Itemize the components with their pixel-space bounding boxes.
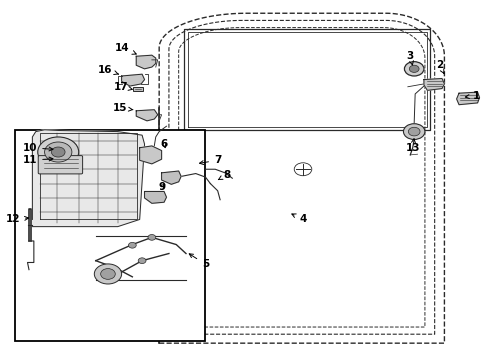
Circle shape	[138, 258, 146, 264]
Text: 4: 4	[291, 214, 306, 224]
Polygon shape	[456, 92, 479, 105]
Polygon shape	[136, 55, 156, 69]
Text: 1: 1	[465, 91, 479, 101]
Text: 9: 9	[158, 182, 165, 192]
Text: 14: 14	[115, 43, 136, 54]
Text: 11: 11	[22, 155, 53, 165]
Circle shape	[101, 269, 115, 279]
Circle shape	[148, 234, 156, 240]
Text: 13: 13	[405, 139, 419, 153]
Polygon shape	[423, 78, 444, 90]
Polygon shape	[161, 171, 181, 184]
Text: 10: 10	[22, 143, 53, 153]
Circle shape	[44, 142, 72, 162]
Circle shape	[407, 127, 419, 136]
Polygon shape	[32, 130, 144, 226]
FancyBboxPatch shape	[38, 156, 82, 174]
Text: 8: 8	[218, 170, 231, 180]
Circle shape	[94, 264, 122, 284]
Circle shape	[128, 242, 136, 248]
Text: 7: 7	[199, 155, 221, 165]
Circle shape	[404, 62, 423, 76]
Text: 16: 16	[98, 64, 118, 75]
Circle shape	[51, 147, 65, 157]
Circle shape	[38, 137, 79, 167]
Text: 5: 5	[189, 254, 209, 269]
Text: 6: 6	[160, 139, 167, 149]
Circle shape	[403, 124, 424, 139]
Text: 3: 3	[406, 51, 413, 65]
Text: 12: 12	[6, 215, 28, 224]
Text: 15: 15	[113, 103, 133, 113]
Text: 2: 2	[435, 60, 443, 73]
Bar	[15, 130, 205, 341]
Text: 17: 17	[114, 82, 132, 92]
Bar	[133, 87, 143, 91]
Polygon shape	[136, 110, 158, 121]
Circle shape	[408, 65, 418, 72]
Polygon shape	[122, 74, 144, 86]
Polygon shape	[140, 146, 161, 164]
Polygon shape	[144, 192, 166, 203]
